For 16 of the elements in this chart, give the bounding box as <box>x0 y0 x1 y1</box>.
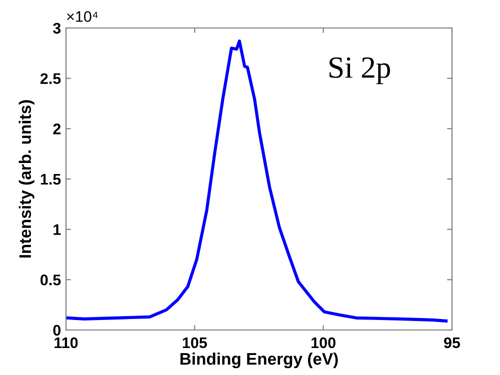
text: ×10⁴ <box>67 11 98 22</box>
x-tick-label: 110 <box>54 337 78 348</box>
line-series <box>66 40 448 322</box>
y-axis-title: Intensity (arb. units) <box>18 100 34 258</box>
y-tick-label: 0 <box>53 324 61 336</box>
y-tick-label: 2.5 <box>40 73 61 84</box>
x-axis-title: Binding Energy (eV) <box>180 352 338 368</box>
y-tick-label: 1 <box>54 224 61 235</box>
y-tick-label: 1.5 <box>40 174 61 185</box>
x-tick-label: 105 <box>182 337 207 348</box>
y-tick-label: 2 <box>53 124 61 134</box>
y-tick-label: 3 <box>52 22 61 34</box>
annotation: Si 2p <box>330 57 390 84</box>
x-tick-label: 95 <box>444 337 460 348</box>
x-tick-label: 100 <box>312 337 336 348</box>
y-tick-label: 0.5 <box>40 274 61 286</box>
